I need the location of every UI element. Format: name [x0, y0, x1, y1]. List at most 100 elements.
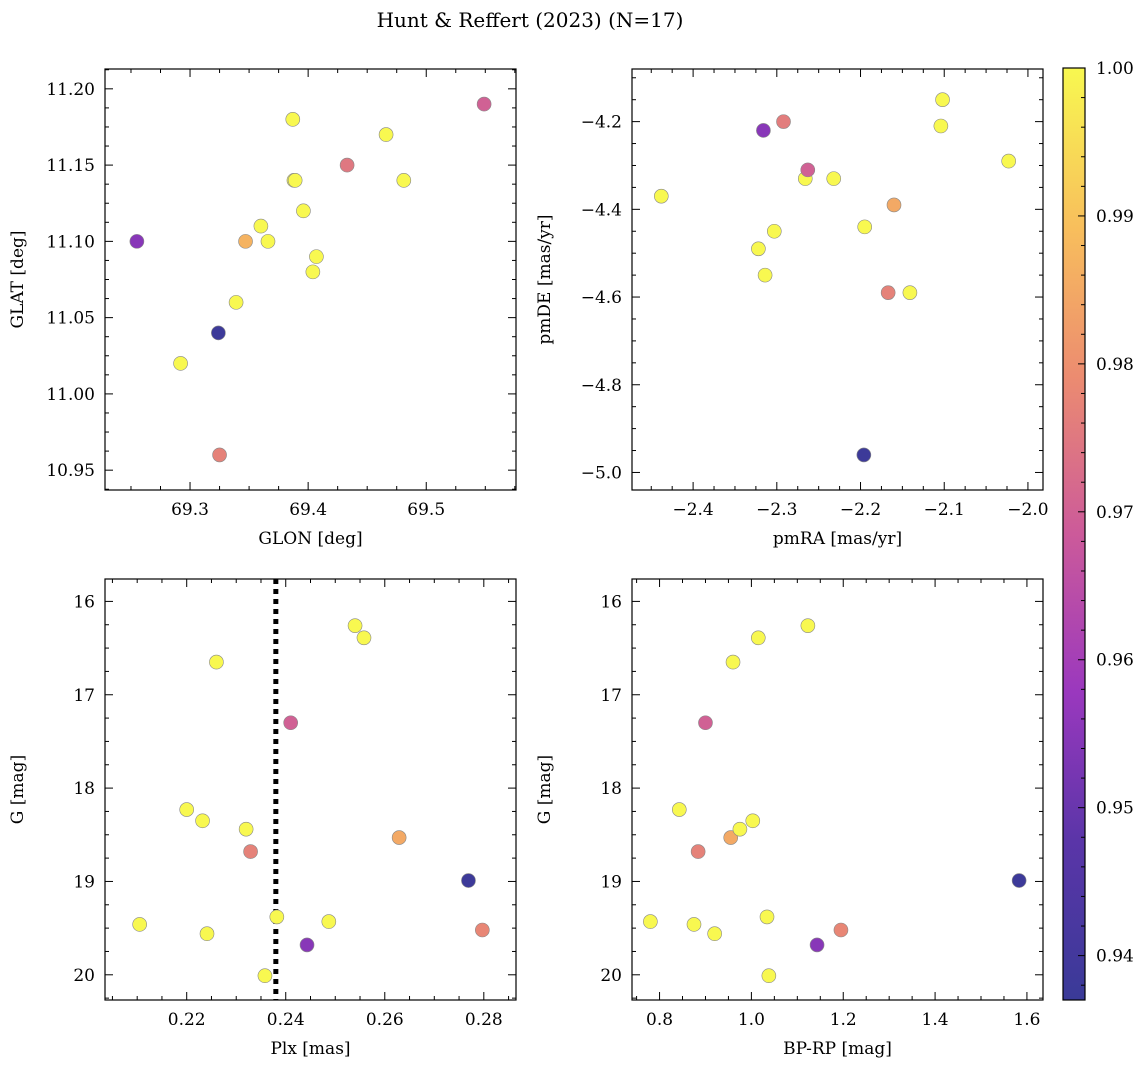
x-axis-label: Plx [mas] — [270, 1039, 350, 1059]
data-point — [195, 813, 210, 829]
data-point — [757, 267, 773, 283]
data-point — [723, 830, 739, 845]
data-point — [761, 968, 777, 984]
points — [653, 92, 1016, 463]
x-tick-label: 0.8 — [646, 1010, 673, 1030]
y-tick-label: 11.05 — [46, 309, 95, 329]
x-tick-label: 1.6 — [1013, 1010, 1040, 1030]
x-tick-label: −2.3 — [756, 500, 797, 520]
panels: 69.3 69.4 69.5 10.95 11.00 11.05 11.10 11.15 11.… — [8, 68, 1049, 1059]
data-point — [759, 909, 775, 925]
data-point — [776, 114, 791, 129]
data-point — [1011, 873, 1027, 888]
data-point — [209, 654, 224, 670]
y-tick-label: −4.8 — [581, 376, 622, 396]
data-point — [228, 295, 244, 310]
y-tick-label: 19 — [600, 872, 622, 892]
x-axis-label: pmRA [mas/yr] — [773, 529, 902, 549]
data-point — [751, 241, 766, 257]
data-point — [698, 715, 713, 731]
axes-frame — [631, 578, 1044, 1001]
data-point — [857, 219, 873, 235]
y-tick-label: −4.2 — [581, 113, 622, 133]
data-point — [287, 173, 303, 188]
ticks — [632, 69, 1043, 490]
data-point — [826, 171, 842, 186]
x-tick-label: 0.28 — [465, 1010, 503, 1030]
data-point — [1001, 153, 1016, 169]
data-point — [643, 914, 658, 929]
data-point — [347, 618, 363, 633]
points — [132, 618, 490, 984]
panel-plx-g: 0.22 0.24 0.26 0.28 16 17 18 19 20 Plx [mas] G [ma… — [8, 578, 517, 1059]
data-point — [211, 325, 226, 341]
x-tick-label: 0.24 — [267, 1010, 305, 1030]
x-tick-label: −2.1 — [924, 500, 965, 520]
data-point — [880, 285, 896, 300]
colorbar-tick-label: 0.97 — [1096, 503, 1134, 523]
x-tick-label: 69.5 — [407, 500, 445, 520]
x-axis-label: BP-RP [mag] — [783, 1039, 892, 1059]
data-point — [212, 447, 227, 463]
data-point — [800, 618, 816, 633]
data-point — [299, 937, 315, 953]
y-tick-label: 17 — [73, 686, 95, 706]
data-point — [309, 249, 324, 264]
x-tick-label: 0.22 — [168, 1010, 206, 1030]
y-tick-label: 11.10 — [46, 232, 95, 252]
y-axis-label: G [mag] — [8, 755, 28, 824]
y-tick-label: 19 — [73, 872, 95, 892]
y-tick-label: 11.20 — [46, 80, 95, 100]
data-point — [391, 830, 407, 845]
panel-glon-glat: 69.3 69.4 69.5 10.95 11.00 11.05 11.10 11.15 11.… — [8, 68, 517, 549]
data-point — [732, 821, 748, 837]
x-tick-label: −2.4 — [672, 500, 713, 520]
data-point — [285, 112, 301, 127]
data-point — [461, 873, 476, 888]
data-point — [269, 909, 285, 925]
data-point — [260, 234, 276, 249]
colorbar: 0.94 0.95 0.96 0.97 0.98 0.99 1.00 — [1062, 59, 1134, 1001]
data-point — [173, 356, 188, 371]
data-point — [253, 218, 269, 234]
data-point — [199, 926, 215, 942]
data-point — [238, 821, 254, 837]
colorbar-gradient — [1062, 67, 1086, 1001]
panel-bprp-g: 0.8 1.0 1.2 1.4 1.6 16 17 18 19 20 BP-RP [mag] G [m… — [535, 578, 1044, 1059]
data-point — [809, 937, 825, 953]
ticks — [632, 579, 1043, 1000]
colorbar-tick-label: 0.95 — [1096, 799, 1134, 819]
data-point — [296, 203, 311, 219]
points — [643, 618, 1027, 984]
data-point — [179, 802, 195, 817]
x-tick-label: 0.26 — [366, 1010, 404, 1030]
data-point — [475, 922, 490, 938]
data-point — [745, 813, 761, 829]
x-tick-label: −2.0 — [1007, 500, 1048, 520]
y-tick-label: 10.95 — [46, 461, 95, 481]
x-tick-label: 1.0 — [738, 1010, 765, 1030]
data-point — [305, 264, 321, 280]
y-tick-label: 20 — [73, 966, 95, 986]
panel-pmra-pmde: −2.4 −2.3 −2.2 −2.1 −2.0 −5.0 −4.8 −4.6 −4.4 −4.2… — [535, 68, 1049, 549]
colorbar-tick-label: 0.94 — [1096, 947, 1134, 967]
y-axis-label: pmDE [mas/yr] — [535, 214, 555, 344]
data-point — [653, 188, 669, 204]
y-tick-label: 16 — [600, 592, 622, 612]
y-tick-label: 11.15 — [46, 156, 95, 176]
y-tick-label: −4.6 — [581, 288, 622, 308]
x-axis-label: GLON [deg] — [258, 529, 362, 549]
colorbar-tick-label: 1.00 — [1096, 59, 1134, 79]
data-point — [339, 157, 355, 173]
data-point — [935, 92, 950, 107]
x-tick-label: −2.2 — [840, 500, 881, 520]
axes-frame — [104, 68, 517, 491]
data-point — [690, 844, 706, 859]
data-point — [321, 914, 337, 929]
y-axis-label: GLAT [deg] — [8, 230, 28, 328]
data-point — [476, 96, 492, 112]
points — [129, 96, 492, 463]
data-point — [257, 968, 273, 984]
data-point — [129, 234, 145, 249]
